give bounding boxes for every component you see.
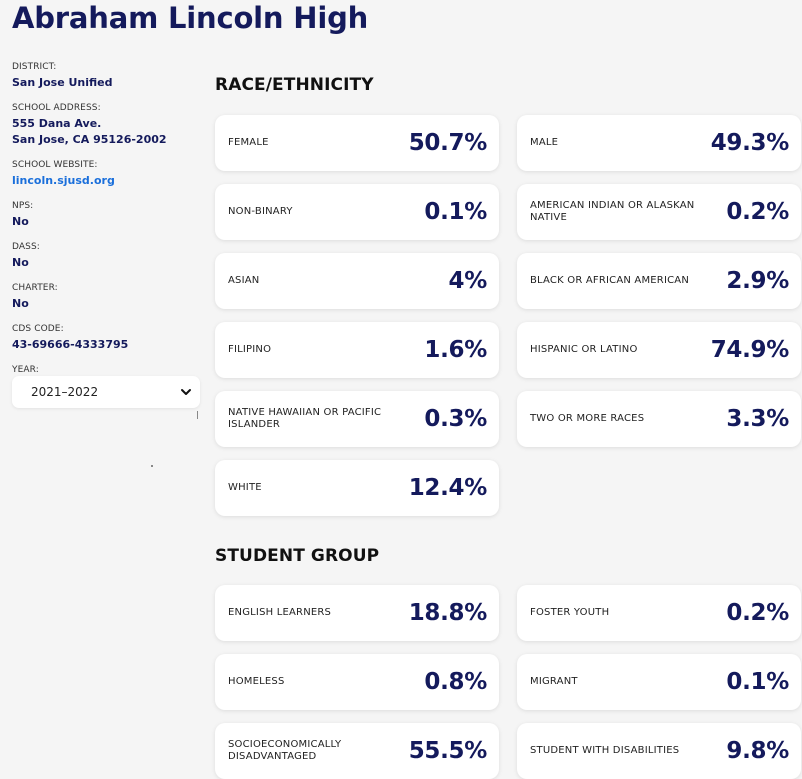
stat-card: MIGRANT 0.1% <box>517 654 801 710</box>
stat-label: NATIVE HAWAIIAN OR PACIFIC ISLANDER <box>228 407 382 430</box>
stat-label: ENGLISH LEARNERS <box>228 607 332 618</box>
stat-card: STUDENT WITH DISABILITIES 9.8% <box>517 723 801 779</box>
stat-card: ENGLISH LEARNERS 18.8% <box>215 585 499 641</box>
cds-field: CDS CODE: 43-69666-4333795 <box>12 324 200 353</box>
stat-label: WHITE <box>228 482 262 493</box>
dass-value: No <box>12 256 29 269</box>
dass-field: DASS: No <box>12 242 200 271</box>
address-field: SCHOOL ADDRESS: 555 Dana Ave. San Jose, … <box>12 103 200 148</box>
stat-label: FILIPINO <box>228 344 272 355</box>
stat-value: 1.6% <box>424 337 487 363</box>
stat-label: HISPANIC OR LATINO <box>530 344 638 355</box>
charter-label: CHARTER: <box>12 283 58 293</box>
year-select[interactable]: 2021–2022 <box>12 376 200 408</box>
stat-label: NON-BINARY <box>228 206 293 217</box>
stat-label: MALE <box>530 137 559 148</box>
chevron-down-icon <box>181 389 191 395</box>
stat-label: HOMELESS <box>228 676 285 687</box>
stat-card: FILIPINO 1.6% <box>215 322 499 378</box>
stat-card: WHITE 12.4% <box>215 460 499 516</box>
stat-label: FEMALE <box>228 137 269 148</box>
stat-label: AMERICAN INDIAN OR ALASKAN NATIVE <box>530 200 695 223</box>
stat-card: MALE 49.3% <box>517 115 801 171</box>
stat-value: 0.8% <box>424 669 487 695</box>
district-label: DISTRICT: <box>12 62 57 72</box>
stray-dot <box>151 465 153 467</box>
stat-label: STUDENT WITH DISABILITIES <box>530 745 680 756</box>
school-info-sidebar: DISTRICT: San Jose Unified SCHOOL ADDRES… <box>12 62 200 420</box>
stat-value: 3.3% <box>726 406 789 432</box>
website-label: SCHOOL WEBSITE: <box>12 160 98 170</box>
district-value: San Jose Unified <box>12 76 113 89</box>
stat-value: 74.9% <box>710 337 790 363</box>
stat-card: SOCIOECONOMICALLY DISADVANTAGED 55.5% <box>215 723 499 779</box>
stat-value: 9.8% <box>726 738 789 764</box>
stat-card: HOMELESS 0.8% <box>215 654 499 710</box>
year-selected-value: 2021–2022 <box>31 385 99 399</box>
stat-card: HISPANIC OR LATINO 74.9% <box>517 322 801 378</box>
dass-label: DASS: <box>12 242 40 252</box>
year-field: YEAR: 2021–2022 <box>12 365 200 408</box>
stat-card: FEMALE 50.7% <box>215 115 499 171</box>
race-section-title: RACE/ETHNICITY <box>215 75 374 95</box>
cds-value: 43-69666-4333795 <box>12 338 129 351</box>
address-line2: San Jose, CA 95126-2002 <box>12 133 167 146</box>
stat-value: 55.5% <box>408 738 488 764</box>
stat-value: 4% <box>448 268 488 294</box>
nps-field: NPS: No <box>12 201 200 230</box>
charter-field: CHARTER: No <box>12 283 200 312</box>
stat-label: TWO OR MORE RACES <box>530 413 645 424</box>
stat-value: 0.2% <box>726 199 789 225</box>
year-label: YEAR: <box>12 365 39 375</box>
stat-card: AMERICAN INDIAN OR ALASKAN NATIVE 0.2% <box>517 184 801 240</box>
stat-label: MIGRANT <box>530 676 578 687</box>
cds-label: CDS CODE: <box>12 324 64 334</box>
stat-label: SOCIOECONOMICALLY DISADVANTAGED <box>228 739 342 762</box>
stat-card: ASIAN 4% <box>215 253 499 309</box>
website-link[interactable]: lincoln.sjusd.org <box>12 174 115 187</box>
stat-value: 2.9% <box>726 268 789 294</box>
district-field: DISTRICT: San Jose Unified <box>12 62 200 91</box>
divider-mark <box>197 411 198 419</box>
stat-card: FOSTER YOUTH 0.2% <box>517 585 801 641</box>
stat-card: BLACK OR AFRICAN AMERICAN 2.9% <box>517 253 801 309</box>
stat-value: 0.2% <box>726 600 789 626</box>
stat-card: NON-BINARY 0.1% <box>215 184 499 240</box>
stat-value: 12.4% <box>408 475 488 501</box>
charter-value: No <box>12 297 29 310</box>
stat-label: BLACK OR AFRICAN AMERICAN <box>530 275 690 286</box>
stat-card: NATIVE HAWAIIAN OR PACIFIC ISLANDER 0.3% <box>215 391 499 447</box>
stat-value: 0.1% <box>726 669 789 695</box>
nps-label: NPS: <box>12 201 34 211</box>
stat-card: TWO OR MORE RACES 3.3% <box>517 391 801 447</box>
website-field: SCHOOL WEBSITE: lincoln.sjusd.org <box>12 160 200 189</box>
stat-value: 49.3% <box>710 130 790 156</box>
stat-value: 0.1% <box>424 199 487 225</box>
stat-value: 50.7% <box>408 130 488 156</box>
address-line1: 555 Dana Ave. <box>12 117 102 130</box>
stat-value: 0.3% <box>424 406 487 432</box>
page-title: Abraham Lincoln High <box>12 1 369 35</box>
stat-label: FOSTER YOUTH <box>530 607 610 618</box>
group-section-title: STUDENT GROUP <box>215 546 380 566</box>
nps-value: No <box>12 215 29 228</box>
address-label: SCHOOL ADDRESS: <box>12 103 101 113</box>
stat-value: 18.8% <box>408 600 488 626</box>
stat-label: ASIAN <box>228 275 260 286</box>
